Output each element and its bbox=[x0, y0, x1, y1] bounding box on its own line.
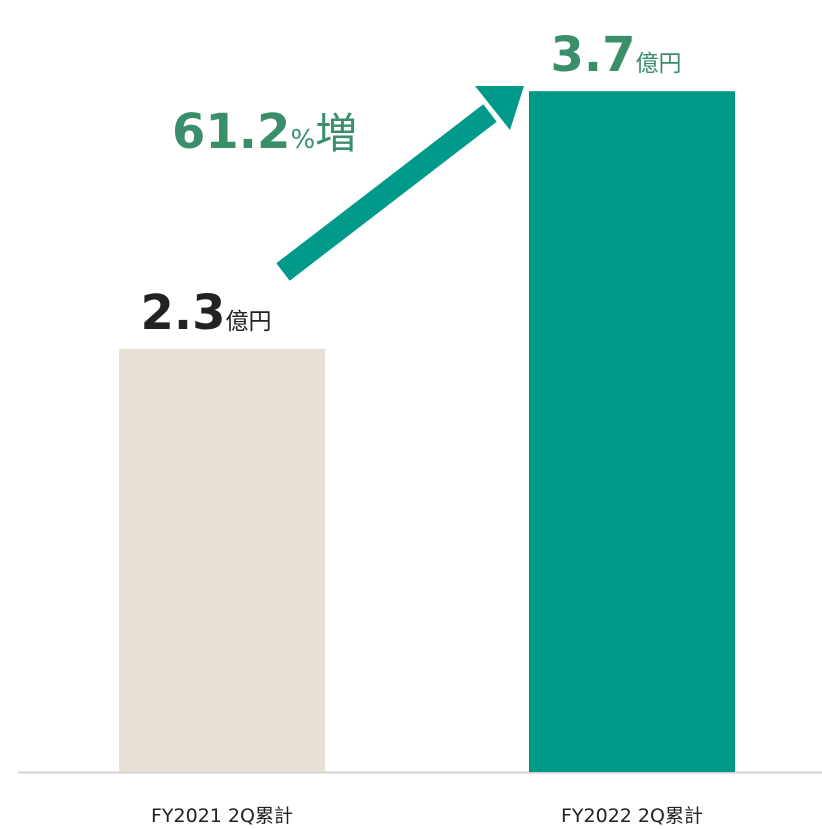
value-unit: 億円 bbox=[636, 51, 682, 77]
bar bbox=[119, 348, 325, 772]
annotation-percent: % bbox=[290, 125, 315, 155]
value-number: 3.7 bbox=[550, 27, 635, 83]
x-tick-label: FY2021 2Q累計 bbox=[151, 805, 293, 827]
value-label: 2.3億円 bbox=[140, 285, 271, 341]
annotation-suffix: 増 bbox=[315, 109, 357, 158]
x-tick-label: FY2022 2Q累計 bbox=[561, 805, 703, 827]
arrow-shaft bbox=[276, 104, 497, 281]
value-number: 2.3 bbox=[140, 285, 225, 341]
annotation-number: 61.2 bbox=[172, 104, 290, 160]
growth-arrow bbox=[276, 86, 524, 281]
arrow-head bbox=[475, 86, 524, 130]
annotation: 61.2%増 bbox=[172, 104, 357, 160]
value-label: 3.7億円 bbox=[550, 27, 681, 83]
bar bbox=[529, 91, 735, 772]
value-unit: 億円 bbox=[226, 309, 272, 335]
